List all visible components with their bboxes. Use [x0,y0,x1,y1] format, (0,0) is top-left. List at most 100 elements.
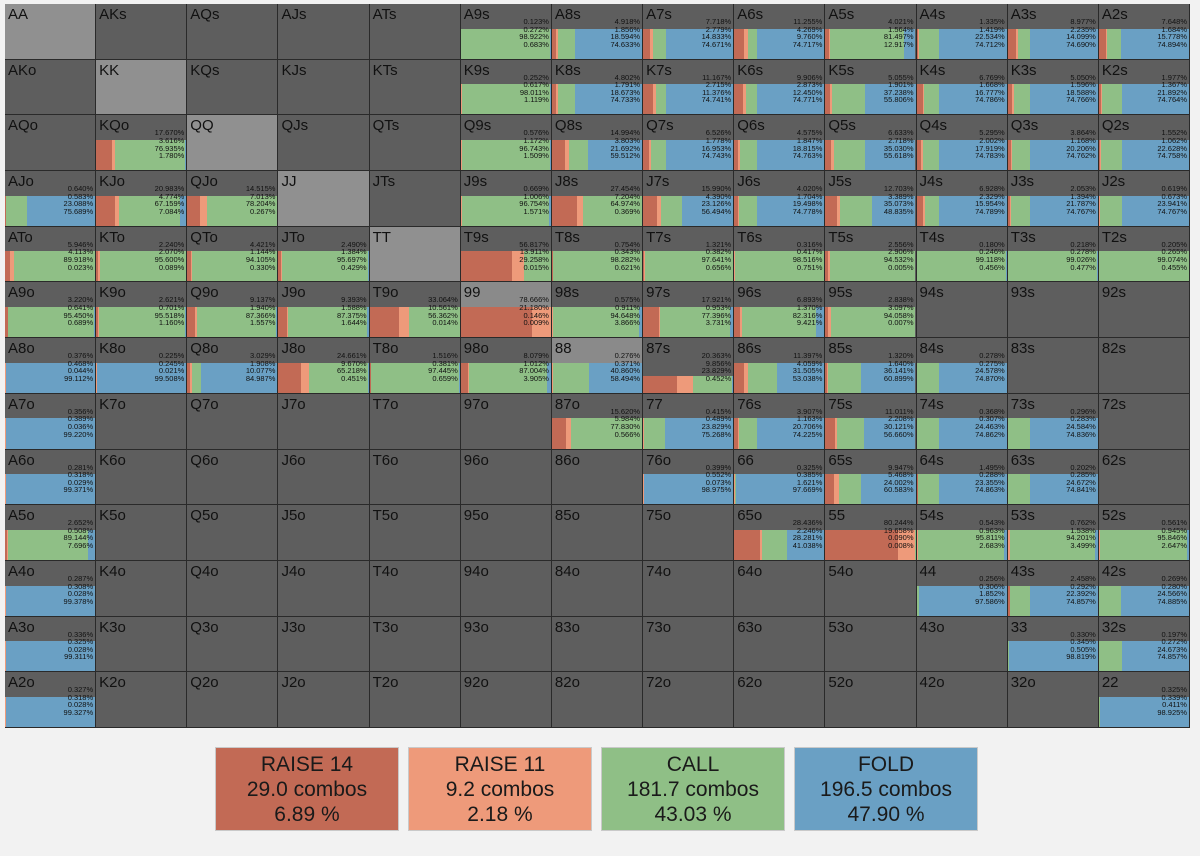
hand-cell-32o[interactable]: 32o [1007,672,1099,728]
hand-cell-64s[interactable]: 64s 1.495% 0.288% 23.355% 74.863% [916,449,1008,506]
hand-cell-K6o[interactable]: K6o [96,449,188,506]
hand-cell-52o[interactable]: 52o [825,672,917,728]
hand-cell-Q4s[interactable]: Q4s 5.295% 2.002% 17.919% 74.783% [916,115,1008,172]
hand-cell-T6s[interactable]: T6s 0.316% 0.417% 98.516% 0.751% [734,226,826,283]
hand-cell-J5s[interactable]: J5s 12.703% 3.389% 35.073% 48.835% [825,171,917,227]
hand-cell-43o[interactable]: 43o [916,616,1008,673]
hand-cell-54s[interactable]: 54s 0.543% 0.963% 95.811% 2.683% [916,505,1008,561]
hand-cell-83s[interactable]: 83s [1007,338,1099,394]
hand-cell-Q8s[interactable]: Q8s 14.994% 3.803% 21.692% 59.512% [551,115,644,172]
hand-cell-T5s[interactable]: T5s 2.556% 2.906% 94.532% 0.005% [825,226,917,283]
hand-cell-TT[interactable]: TT [369,226,461,283]
hand-cell-A9s[interactable]: A9s 0.123% 0.272% 98.922% 0.683% [460,4,552,60]
hand-cell-A6s[interactable]: A6s 11.255% 4.269% 9.760% 74.717% [734,4,826,60]
hand-cell-K5o[interactable]: K5o [96,505,188,561]
hand-cell-22[interactable]: 22 0.325% 0.339% 0.411% 98.925% [1098,672,1190,728]
hand-cell-JTs[interactable]: JTs [369,171,461,227]
hand-cell-AKs[interactable]: AKs [96,4,188,60]
hand-cell-75s[interactable]: 75s 11.011% 2.208% 30.121% 56.660% [825,393,917,450]
hand-cell-A8s[interactable]: A8s 4.918% 1.856% 18.594% 74.633% [551,4,644,60]
hand-cell-T7o[interactable]: T7o [369,393,461,450]
hand-cell-K2s[interactable]: K2s 1.977% 1.367% 21.892% 74.764% [1098,59,1190,116]
hand-cell-J9o[interactable]: J9o 9.393% 1.588% 87.375% 1.644% [278,282,370,339]
hand-cell-54o[interactable]: 54o [825,560,917,617]
hand-cell-ATs[interactable]: ATs [369,4,461,60]
hand-cell-53s[interactable]: 53s 0.762% 1.538% 94.201% 3.499% [1007,505,1099,561]
hand-cell-T8o[interactable]: T8o 1.516% 0.381% 97.445% 0.659% [369,338,461,394]
hand-cell-K5s[interactable]: K5s 5.055% 1.901% 37.238% 55.806% [825,59,917,116]
hand-cell-KJo[interactable]: KJo 20.983% 4.774% 67.159% 7.084% [96,171,188,227]
hand-cell-T7s[interactable]: T7s 1.321% 0.382% 97.641% 0.656% [643,226,735,283]
hand-cell-42o[interactable]: 42o [916,672,1008,728]
hand-cell-T3o[interactable]: T3o [369,616,461,673]
hand-cell-82s[interactable]: 82s [1098,338,1190,394]
hand-cell-99[interactable]: 99 78.666% 21.180% 0.146% 0.009% [460,282,552,339]
hand-cell-T2o[interactable]: T2o [369,672,461,728]
hand-cell-AKo[interactable]: AKo [5,59,97,116]
hand-cell-76o[interactable]: 76o 0.399% 0.552% 0.073% 98.975% [643,449,735,506]
hand-cell-AJo[interactable]: AJo 0.640% 0.583% 23.088% 75.689% [5,171,97,227]
hand-cell-J2o[interactable]: J2o [278,672,370,728]
hand-cell-T6o[interactable]: T6o [369,449,461,506]
hand-cell-65s[interactable]: 65s 9.947% 5.468% 24.002% 60.583% [825,449,917,506]
hand-cell-J8s[interactable]: J8s 27.454% 7.204% 64.974% 0.369% [551,171,644,227]
hand-cell-86s[interactable]: 86s 11.397% 4.059% 31.505% 53.038% [734,338,826,394]
hand-cell-K3s[interactable]: K3s 5.050% 1.596% 18.588% 74.766% [1007,59,1099,116]
hand-cell-J5o[interactable]: J5o [278,505,370,561]
legend-fold[interactable]: FOLD 196.5 combos 47.90 % [794,747,978,831]
hand-cell-Q9s[interactable]: Q9s 0.576% 1.172% 96.743% 1.509% [460,115,552,172]
hand-cell-KQs[interactable]: KQs [187,59,279,116]
hand-cell-66[interactable]: 66 0.325% 0.385% 1.621% 97.669% [734,449,826,506]
hand-cell-AQo[interactable]: AQo [5,115,97,172]
hand-cell-75o[interactable]: 75o [643,505,735,561]
hand-cell-Q6o[interactable]: Q6o [187,449,279,506]
hand-cell-QTo[interactable]: QTo 4.421% 1.144% 94.105% 0.330% [187,226,279,283]
hand-cell-KTs[interactable]: KTs [369,59,461,116]
hand-cell-Q2o[interactable]: Q2o [187,672,279,728]
hand-cell-95s[interactable]: 95s 2.838% 3.097% 94.058% 0.007% [825,282,917,339]
hand-cell-96o[interactable]: 96o [460,449,552,506]
hand-cell-76s[interactable]: 76s 3.907% 1.163% 20.706% 74.225% [734,393,826,450]
hand-cell-Q5s[interactable]: Q5s 6.633% 2.718% 35.030% 55.618% [825,115,917,172]
hand-cell-62s[interactable]: 62s [1098,449,1190,506]
hand-cell-K9s[interactable]: K9s 0.252% 0.617% 98.011% 1.119% [460,59,552,116]
hand-cell-JTo[interactable]: JTo 2.490% 1.384% 95.697% 0.429% [278,226,370,283]
hand-cell-92o[interactable]: 92o [460,672,552,728]
hand-cell-64o[interactable]: 64o [734,560,826,617]
hand-cell-J4s[interactable]: J4s 6.928% 2.329% 15.954% 74.789% [916,171,1008,227]
hand-cell-T8s[interactable]: T8s 0.754% 0.343% 98.282% 0.621% [551,226,644,283]
hand-cell-44[interactable]: 44 0.256% 0.306% 1.852% 97.586% [916,560,1008,617]
hand-cell-Q8o[interactable]: Q8o 3.029% 1.908% 10.077% 84.987% [187,338,279,394]
hand-cell-62o[interactable]: 62o [734,672,826,728]
hand-cell-63o[interactable]: 63o [734,616,826,673]
hand-cell-Q7o[interactable]: Q7o [187,393,279,450]
hand-cell-QJo[interactable]: QJo 14.515% 7.013% 78.204% 0.267% [187,171,279,227]
hand-cell-97o[interactable]: 97o [460,393,552,450]
legend-raise14[interactable]: RAISE 14 29.0 combos 6.89 % [215,747,399,831]
hand-cell-Q4o[interactable]: Q4o [187,560,279,617]
hand-cell-98o[interactable]: 98o 8.079% 1.012% 87.004% 3.905% [460,338,552,394]
hand-cell-92s[interactable]: 92s [1098,282,1190,339]
hand-cell-A8o[interactable]: A8o 0.376% 0.468% 0.044% 99.112% [5,338,97,394]
hand-cell-87o[interactable]: 87o 15.620% 5.984% 77.830% 0.566% [551,393,644,450]
hand-cell-QTs[interactable]: QTs [369,115,461,172]
hand-cell-A2o[interactable]: A2o 0.327% 0.318% 0.028% 99.327% [5,672,97,728]
hand-cell-K7o[interactable]: K7o [96,393,188,450]
hand-cell-A4s[interactable]: A4s 1.335% 1.419% 22.534% 74.712% [916,4,1008,60]
hand-cell-A7o[interactable]: A7o 0.356% 0.389% 0.036% 99.220% [5,393,97,450]
hand-cell-83o[interactable]: 83o [551,616,644,673]
hand-cell-A3o[interactable]: A3o 0.336% 0.325% 0.028% 99.311% [5,616,97,673]
hand-cell-J3s[interactable]: J3s 2.053% 1.394% 21.787% 74.767% [1007,171,1099,227]
hand-cell-96s[interactable]: 96s 6.893% 1.370% 82.316% 9.421% [734,282,826,339]
hand-cell-74o[interactable]: 74o [643,560,735,617]
hand-cell-J7o[interactable]: J7o [278,393,370,450]
hand-cell-88[interactable]: 88 0.276% 0.371% 40.860% 58.494% [551,338,644,394]
hand-cell-A6o[interactable]: A6o 0.281% 0.318% 0.029% 99.371% [5,449,97,506]
hand-cell-A9o[interactable]: A9o 3.220% 0.641% 95.450% 0.689% [5,282,97,339]
hand-cell-86o[interactable]: 86o [551,449,644,506]
hand-cell-97s[interactable]: 97s 17.921% 0.953% 77.396% 3.731% [643,282,735,339]
hand-cell-Q3o[interactable]: Q3o [187,616,279,673]
hand-cell-63s[interactable]: 63s 0.202% 0.285% 24.672% 74.841% [1007,449,1099,506]
hand-cell-KJs[interactable]: KJs [278,59,370,116]
hand-cell-94s[interactable]: 94s [916,282,1008,339]
